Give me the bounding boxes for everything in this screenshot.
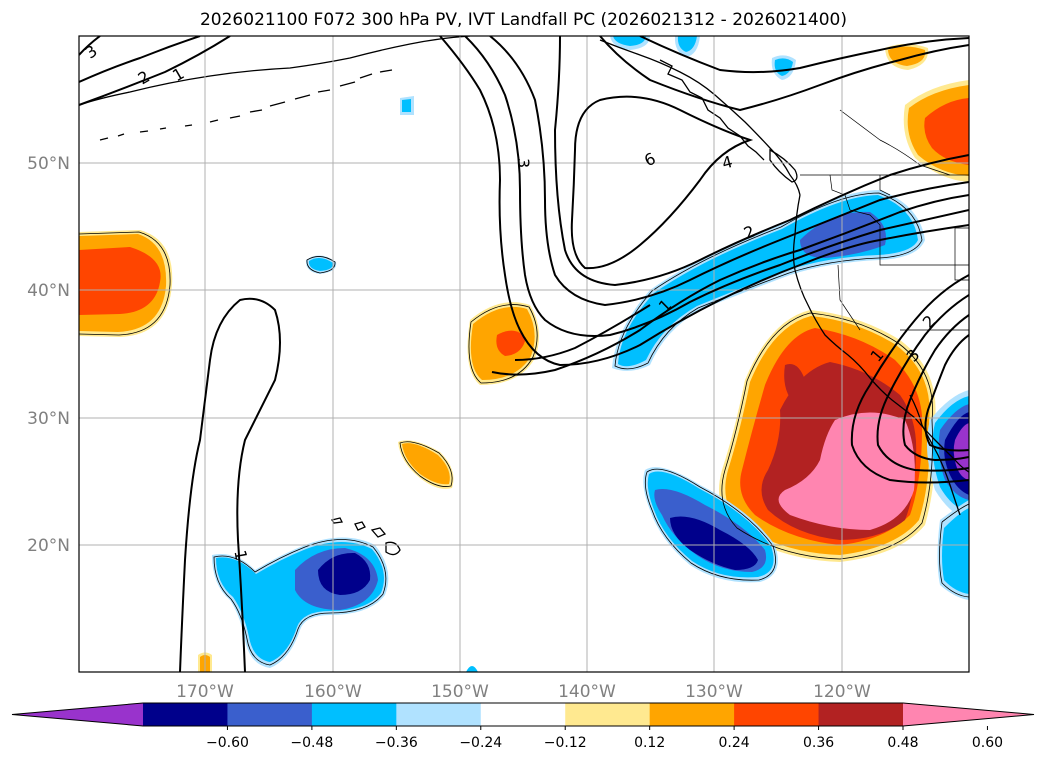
lat-label: 50°N <box>27 154 70 174</box>
lon-label: 150°W <box>431 682 489 702</box>
borders <box>800 109 969 331</box>
contour-label: 4 <box>720 152 735 173</box>
lat-labels: 50°N 40°N 30°N 20°N <box>27 154 70 556</box>
colorbar-segment <box>143 703 228 726</box>
lon-labels: 170°W 160°W 150°W 140°W 130°W 120°W <box>176 682 871 702</box>
pv-shading <box>79 36 969 672</box>
colorbar-segment <box>480 703 566 726</box>
map-title: 2026021100 F072 300 hPa PV, IVT Landfall… <box>199 10 847 30</box>
colorbar-tick-label: 0.36 <box>803 735 834 751</box>
lon-label: 170°W <box>176 682 234 702</box>
ivt-contours <box>79 36 969 672</box>
colorbar-tick-label: −0.24 <box>459 735 502 751</box>
colorbar-tick-label: 0.12 <box>634 735 665 751</box>
colorbar-tick-label: 0.48 <box>887 735 918 751</box>
lon-label: 160°W <box>304 682 362 702</box>
colorbar-segment <box>818 703 904 726</box>
colorbar-segment <box>227 703 313 726</box>
colorbar: −0.60 −0.48 −0.36 −0.24 −0.12 0.12 0.24 0.36 0.4… <box>11 702 1035 751</box>
colorbar-segment <box>396 703 482 726</box>
colorbar-extend-low <box>12 703 143 726</box>
contour-label: 1 <box>230 548 250 561</box>
contour-label: 3 <box>514 158 533 168</box>
colorbar-tick-label: −0.48 <box>290 735 333 751</box>
lat-label: 40°N <box>27 281 70 301</box>
colorbar-segment <box>649 703 735 726</box>
lon-label: 130°W <box>685 682 743 702</box>
colorbar-extend-high <box>903 703 1034 726</box>
colorbar-tick-label: −0.12 <box>544 735 587 751</box>
colorbar-outline <box>11 702 1035 727</box>
colorbar-tick-label: −0.60 <box>206 735 249 751</box>
lon-label: 120°W <box>813 682 871 702</box>
map-frame <box>78 35 970 673</box>
colorbar-tick-label: 0.60 <box>972 735 1003 751</box>
lat-label: 30°N <box>27 409 70 429</box>
colorbar-segment <box>311 703 397 726</box>
lon-label: 140°W <box>558 682 616 702</box>
lat-label: 20°N <box>27 536 70 556</box>
gridlines <box>79 36 969 672</box>
colorbar-tick-label: 0.24 <box>719 735 750 751</box>
colorbar-segment <box>565 703 651 726</box>
colorbar-segment <box>734 703 820 726</box>
colorbar-tick-label: −0.36 <box>375 735 418 751</box>
